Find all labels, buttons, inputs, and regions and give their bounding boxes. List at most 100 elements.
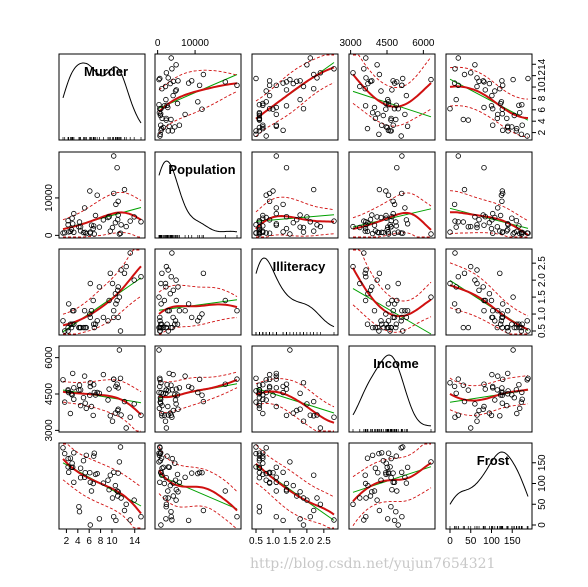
data-point: [468, 70, 474, 76]
data-point: [385, 450, 392, 456]
data-point: [476, 407, 482, 414]
data-point: [383, 188, 389, 194]
data-point: [399, 153, 405, 159]
data-point: [173, 277, 179, 283]
data-point: [196, 376, 203, 382]
data-point: [69, 460, 75, 466]
data-point: [273, 82, 279, 88]
data-point: [163, 96, 169, 103]
data-point: [260, 410, 266, 417]
data-point: [363, 495, 369, 501]
data-point: [385, 324, 392, 331]
data-point: [390, 78, 396, 84]
data-point: [256, 455, 263, 462]
smooth-fit-line: [158, 469, 238, 512]
data-point: [107, 472, 113, 478]
data-point: [266, 78, 273, 84]
data-point: [516, 223, 522, 229]
data-point: [367, 493, 374, 499]
data-point: [374, 214, 380, 220]
data-point: [273, 370, 279, 377]
data-point: [283, 79, 290, 85]
data-point: [90, 321, 97, 327]
data-point: [372, 228, 379, 234]
x-tick-label: 10: [106, 536, 118, 547]
panel-murder-vs-murder: Murder: [58, 53, 146, 141]
data-point: [105, 214, 111, 221]
data-point: [88, 308, 95, 314]
data-point: [389, 213, 395, 220]
data-point: [447, 229, 453, 235]
data-point: [172, 392, 178, 398]
data-point: [307, 412, 313, 418]
data-point: [451, 383, 458, 390]
data-point: [256, 109, 263, 116]
data-point: [517, 230, 523, 237]
panel-population-vs-income: [348, 151, 436, 239]
data-point: [91, 231, 97, 237]
data-point: [488, 412, 495, 419]
data-point: [393, 453, 399, 459]
data-point: [362, 472, 368, 478]
data-point: [452, 250, 458, 256]
data-point: [367, 287, 374, 293]
data-point: [283, 164, 290, 171]
data-point: [390, 198, 396, 204]
data-point: [378, 214, 384, 221]
data-point: [260, 382, 266, 388]
data-point: [280, 389, 286, 396]
data-point: [511, 229, 517, 236]
data-point: [505, 388, 511, 394]
spread-lower-line: [158, 493, 238, 529]
smooth-fit-line: [352, 73, 432, 108]
density-curve: [158, 160, 238, 233]
y-tick-label: 2.0: [537, 273, 548, 287]
data-point: [266, 470, 273, 476]
data-point: [188, 78, 195, 84]
data-point: [82, 470, 88, 476]
data-point: [510, 294, 516, 300]
data-point: [363, 222, 369, 228]
data-point: [131, 277, 137, 283]
data-point: [297, 212, 303, 218]
data-point: [509, 124, 515, 130]
data-point: [331, 218, 337, 224]
data-point: [300, 224, 307, 231]
data-point: [185, 80, 192, 86]
data-point: [371, 222, 378, 228]
data-point: [161, 297, 168, 304]
spread-upper-line: [255, 444, 335, 498]
data-point: [156, 389, 162, 396]
data-point: [505, 308, 511, 314]
data-point: [94, 192, 100, 198]
data-point: [113, 517, 119, 524]
x-tick-label: 2: [64, 536, 70, 547]
data-point: [499, 111, 505, 117]
data-point: [263, 377, 269, 383]
data-point: [200, 71, 207, 78]
data-point: [161, 103, 168, 109]
data-point: [472, 277, 478, 283]
data-point: [105, 318, 111, 324]
data-point: [499, 392, 505, 398]
data-point: [314, 412, 320, 418]
data-point: [447, 280, 453, 287]
data-point: [499, 314, 505, 321]
data-point: [117, 375, 124, 381]
data-point: [510, 231, 516, 237]
data-point: [263, 445, 269, 451]
data-point: [364, 321, 371, 327]
data-point: [165, 308, 171, 314]
spread-upper-line: [255, 378, 335, 408]
data-point: [460, 116, 466, 123]
data-point: [474, 280, 480, 287]
data-point: [273, 474, 279, 480]
panel-income-vs-income: Income: [348, 345, 436, 433]
data-point: [176, 308, 183, 314]
data-point: [156, 450, 162, 456]
spread-lower-line: [255, 402, 334, 432]
data-point: [524, 318, 530, 324]
panel-illiteracy-vs-population: [154, 248, 242, 336]
data-point: [398, 133, 404, 139]
